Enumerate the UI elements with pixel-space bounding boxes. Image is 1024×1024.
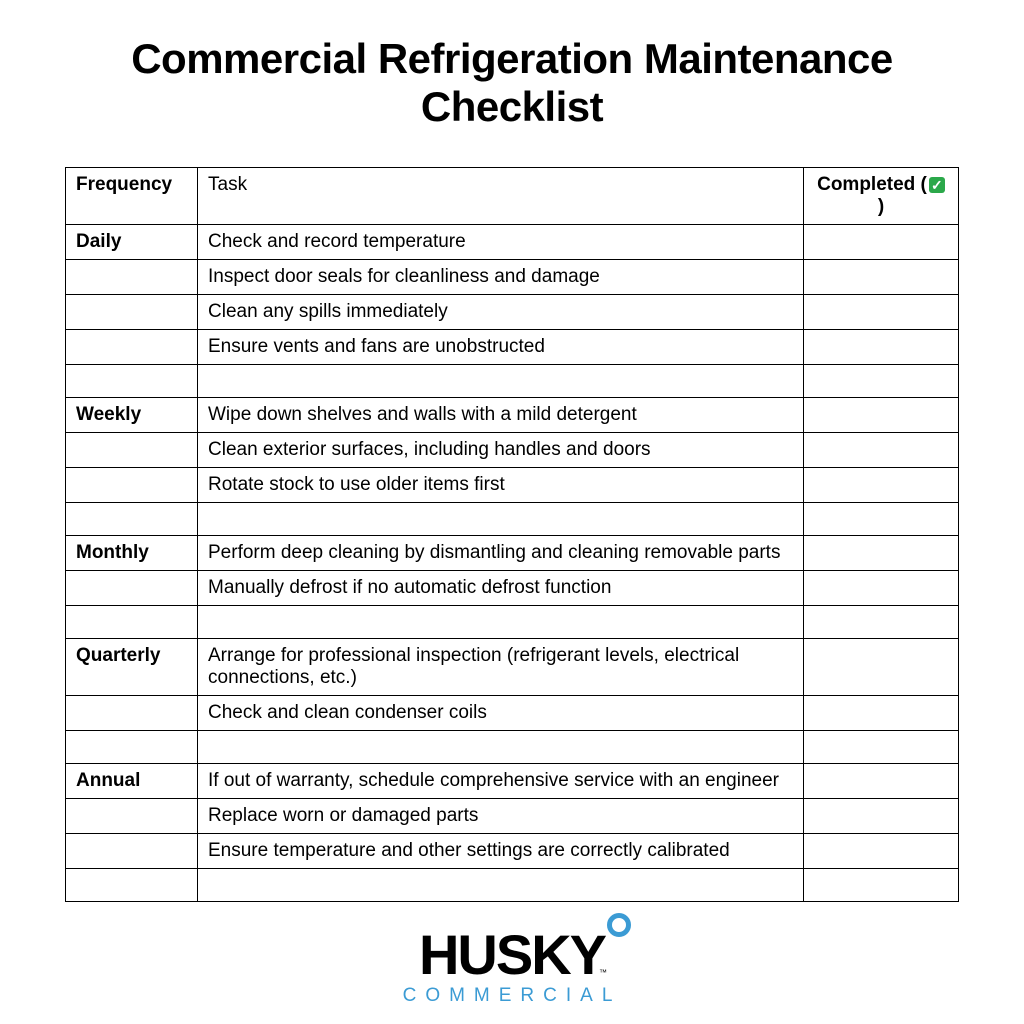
cell-frequency bbox=[66, 868, 198, 901]
table-row: Inspect door seals for cleanliness and d… bbox=[66, 259, 959, 294]
header-completed: Completed (✓) bbox=[804, 167, 959, 224]
cell-frequency bbox=[66, 259, 198, 294]
cell-frequency bbox=[66, 467, 198, 502]
table-row: Ensure vents and fans are unobstructed bbox=[66, 329, 959, 364]
table-row: Manually defrost if no automatic defrost… bbox=[66, 570, 959, 605]
cell-task: Inspect door seals for cleanliness and d… bbox=[198, 259, 804, 294]
table-row bbox=[66, 605, 959, 638]
cell-task: Replace worn or damaged parts bbox=[198, 798, 804, 833]
table-row bbox=[66, 364, 959, 397]
logo: HUSKY ™ COMMERCIAL bbox=[65, 927, 959, 1007]
table-row: AnnualIf out of warranty, schedule compr… bbox=[66, 763, 959, 798]
cell-task: Check and clean condenser coils bbox=[198, 695, 804, 730]
table-row bbox=[66, 868, 959, 901]
cell-completed[interactable] bbox=[804, 570, 959, 605]
logo-subtext: COMMERCIAL bbox=[403, 985, 622, 1007]
logo-main-wrap: HUSKY ™ bbox=[419, 927, 605, 983]
cell-completed[interactable] bbox=[804, 397, 959, 432]
table-row: Rotate stock to use older items first bbox=[66, 467, 959, 502]
header-task: Task bbox=[198, 167, 804, 224]
cell-completed[interactable] bbox=[804, 868, 959, 901]
cell-completed[interactable] bbox=[804, 432, 959, 467]
cell-frequency bbox=[66, 570, 198, 605]
table-row: WeeklyWipe down shelves and walls with a… bbox=[66, 397, 959, 432]
cell-completed[interactable] bbox=[804, 294, 959, 329]
cell-frequency bbox=[66, 432, 198, 467]
cell-task: Ensure vents and fans are unobstructed bbox=[198, 329, 804, 364]
cell-task bbox=[198, 502, 804, 535]
cell-task: Manually defrost if no automatic defrost… bbox=[198, 570, 804, 605]
cell-frequency bbox=[66, 364, 198, 397]
table-row: Check and clean condenser coils bbox=[66, 695, 959, 730]
cell-frequency: Daily bbox=[66, 224, 198, 259]
logo-text: HUSKY bbox=[419, 923, 605, 986]
cell-frequency: Monthly bbox=[66, 535, 198, 570]
cell-completed[interactable] bbox=[804, 638, 959, 695]
cell-frequency bbox=[66, 329, 198, 364]
header-completed-suffix: ) bbox=[878, 196, 884, 217]
cell-task: Clean exterior surfaces, including handl… bbox=[198, 432, 804, 467]
cell-task bbox=[198, 364, 804, 397]
cell-completed[interactable] bbox=[804, 695, 959, 730]
cell-frequency bbox=[66, 605, 198, 638]
cell-completed[interactable] bbox=[804, 798, 959, 833]
logo-trademark: ™ bbox=[599, 968, 607, 977]
table-row: QuarterlyArrange for professional inspec… bbox=[66, 638, 959, 695]
table-row: MonthlyPerform deep cleaning by dismantl… bbox=[66, 535, 959, 570]
cell-completed[interactable] bbox=[804, 329, 959, 364]
cell-task: Wipe down shelves and walls with a mild … bbox=[198, 397, 804, 432]
header-completed-prefix: Completed ( bbox=[817, 174, 927, 195]
cell-frequency: Annual bbox=[66, 763, 198, 798]
table-row: Ensure temperature and other settings ar… bbox=[66, 833, 959, 868]
cell-completed[interactable] bbox=[804, 763, 959, 798]
cell-task bbox=[198, 868, 804, 901]
table-row bbox=[66, 502, 959, 535]
cell-completed[interactable] bbox=[804, 224, 959, 259]
table-row bbox=[66, 730, 959, 763]
table-row: Clean exterior surfaces, including handl… bbox=[66, 432, 959, 467]
cell-task: Check and record temperature bbox=[198, 224, 804, 259]
cell-frequency bbox=[66, 502, 198, 535]
cell-frequency bbox=[66, 833, 198, 868]
cell-task: Perform deep cleaning by dismantling and… bbox=[198, 535, 804, 570]
cell-completed[interactable] bbox=[804, 502, 959, 535]
cell-completed[interactable] bbox=[804, 364, 959, 397]
table-header-row: Frequency Task Completed (✓) bbox=[66, 167, 959, 224]
cell-frequency bbox=[66, 798, 198, 833]
cell-completed[interactable] bbox=[804, 259, 959, 294]
table-row: Clean any spills immediately bbox=[66, 294, 959, 329]
cell-completed[interactable] bbox=[804, 605, 959, 638]
checklist-table: Frequency Task Completed (✓) DailyCheck … bbox=[65, 167, 959, 902]
cell-task: Ensure temperature and other settings ar… bbox=[198, 833, 804, 868]
table-body: DailyCheck and record temperatureInspect… bbox=[66, 224, 959, 901]
cell-frequency: Weekly bbox=[66, 397, 198, 432]
cell-completed[interactable] bbox=[804, 730, 959, 763]
cell-task bbox=[198, 605, 804, 638]
logo-ring-icon bbox=[607, 913, 631, 937]
cell-task: Clean any spills immediately bbox=[198, 294, 804, 329]
cell-frequency bbox=[66, 294, 198, 329]
cell-completed[interactable] bbox=[804, 833, 959, 868]
table-row: DailyCheck and record temperature bbox=[66, 224, 959, 259]
page-title: Commercial Refrigeration Maintenance Che… bbox=[65, 35, 959, 132]
cell-frequency bbox=[66, 695, 198, 730]
table-row: Replace worn or damaged parts bbox=[66, 798, 959, 833]
cell-completed[interactable] bbox=[804, 535, 959, 570]
cell-task: Rotate stock to use older items first bbox=[198, 467, 804, 502]
cell-frequency: Quarterly bbox=[66, 638, 198, 695]
cell-completed[interactable] bbox=[804, 467, 959, 502]
header-frequency: Frequency bbox=[66, 167, 198, 224]
cell-task: Arrange for professional inspection (ref… bbox=[198, 638, 804, 695]
cell-frequency bbox=[66, 730, 198, 763]
checkmark-icon: ✓ bbox=[929, 177, 945, 193]
cell-task bbox=[198, 730, 804, 763]
cell-task: If out of warranty, schedule comprehensi… bbox=[198, 763, 804, 798]
